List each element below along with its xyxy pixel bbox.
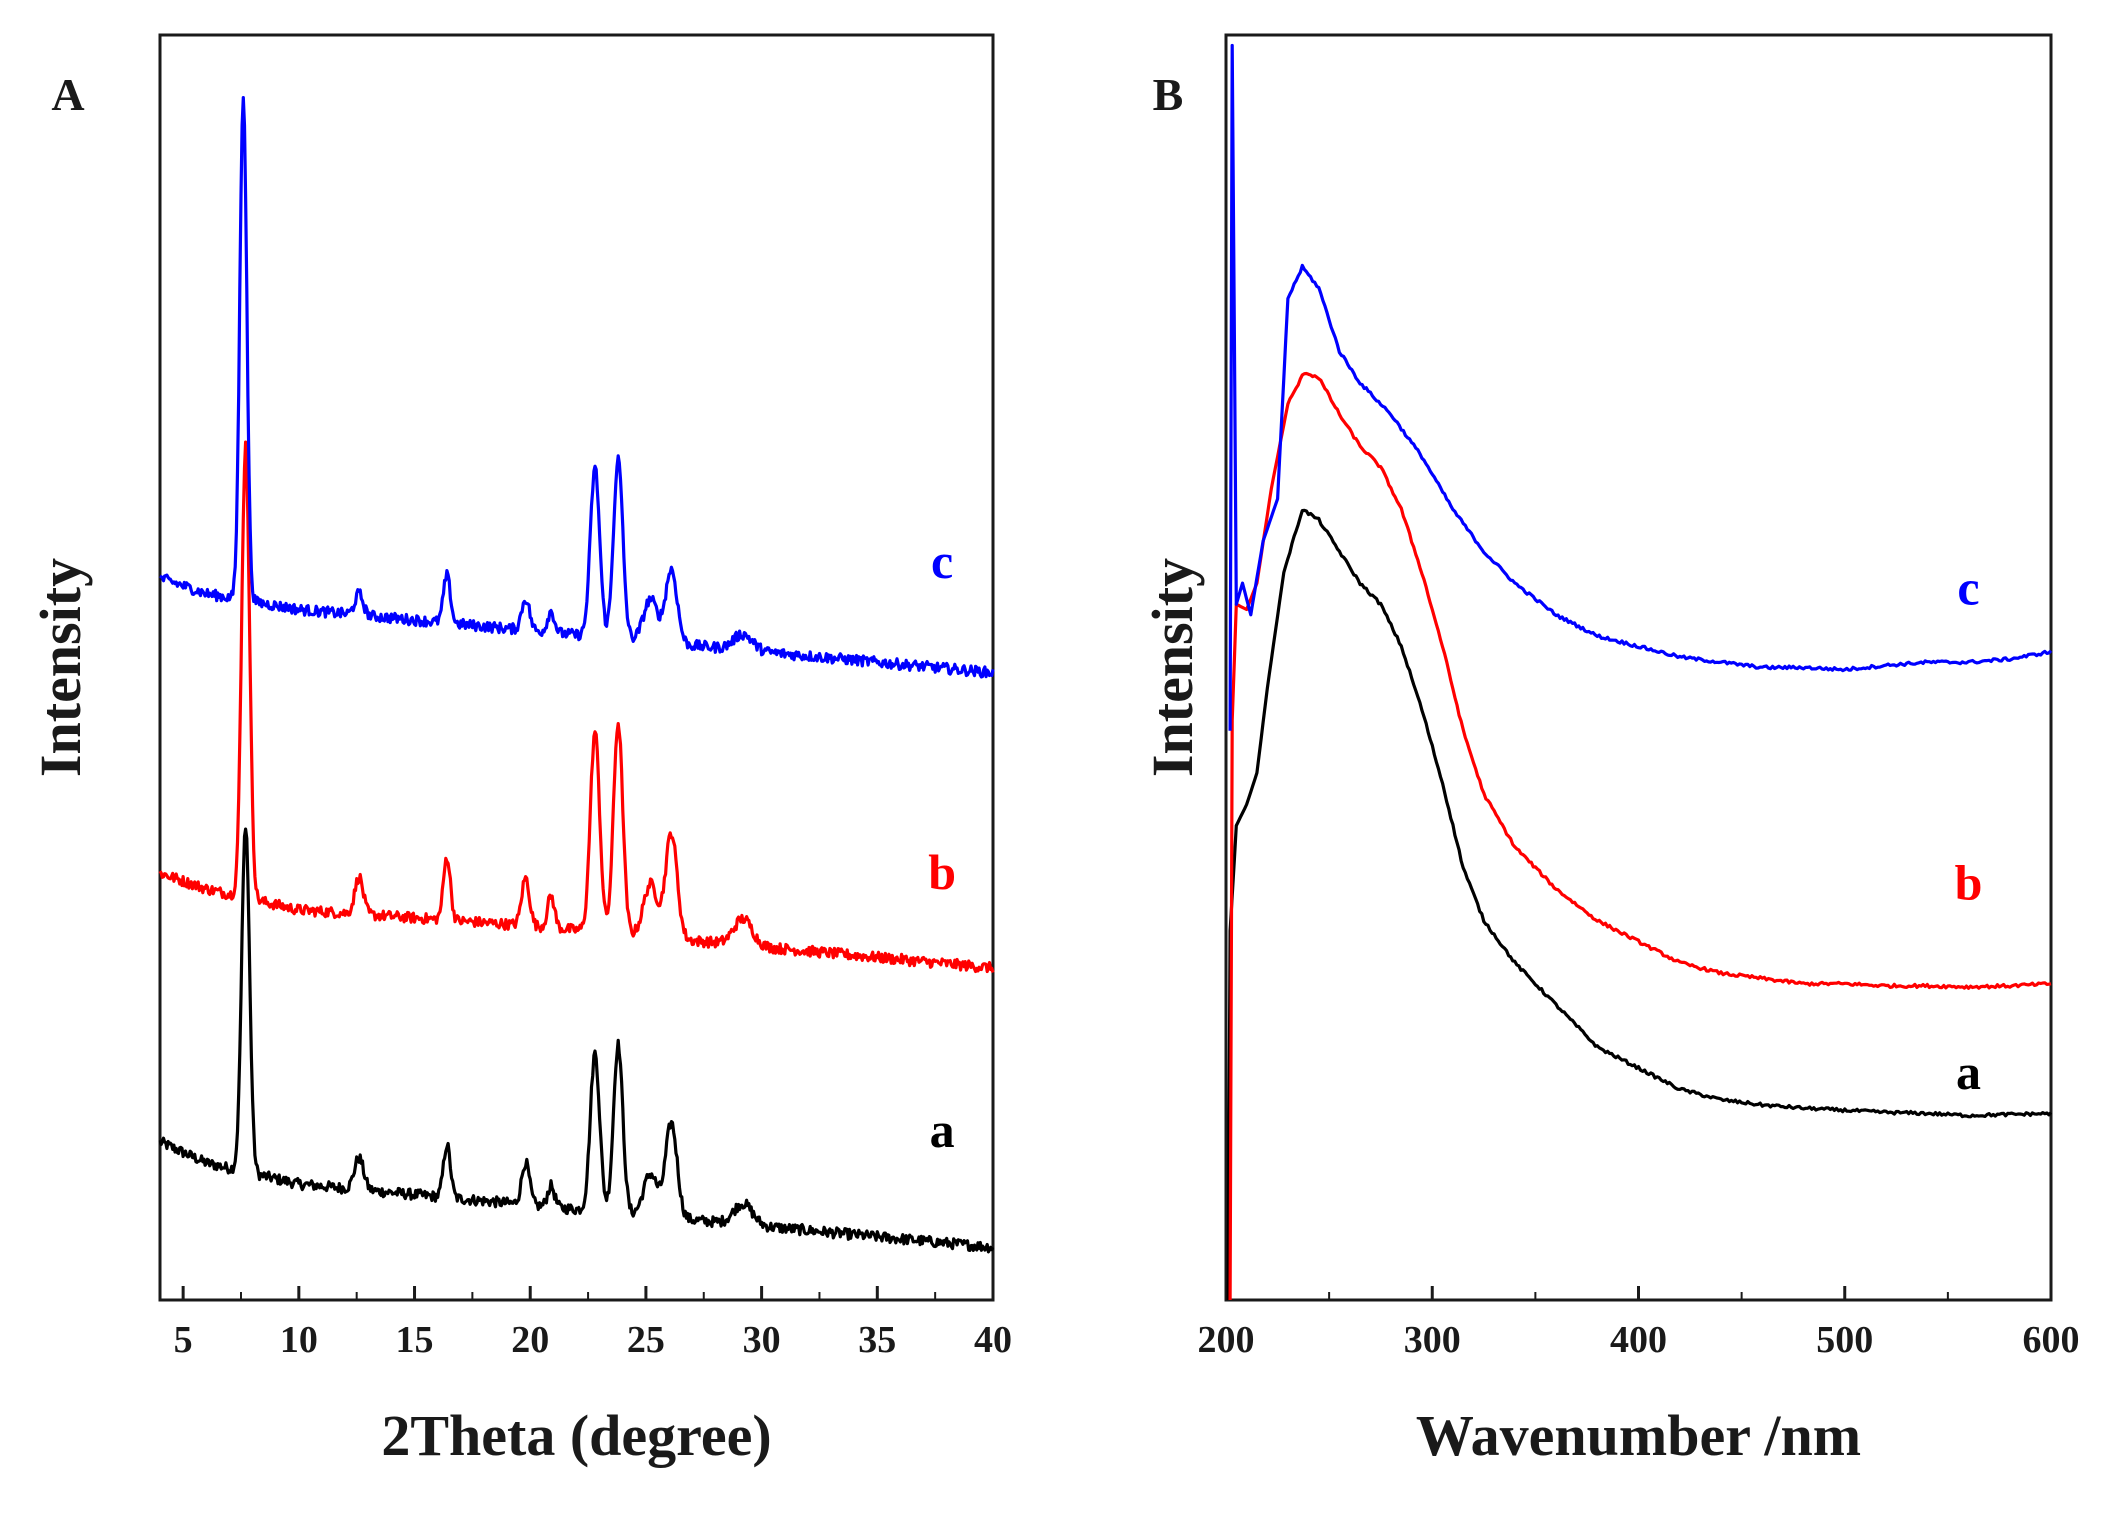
series-line-c xyxy=(1228,43,2053,731)
series-label-a: a xyxy=(1956,1044,1981,1100)
x-tick-label: 600 xyxy=(2023,1319,2080,1361)
x-tick-label: 500 xyxy=(1816,1319,1873,1361)
x-tick-label: 25 xyxy=(627,1319,665,1361)
plot-frame xyxy=(1224,33,2053,1302)
series-label-c: c xyxy=(931,533,953,589)
series-line-a xyxy=(1226,508,2053,1301)
panel-b: 200 300 400 500 600 Wavenumber /nm Intensity Ba… xyxy=(1140,33,2080,1468)
x-axis-label: 2Theta (degree) xyxy=(381,1403,771,1468)
x-tick-label: 20 xyxy=(511,1319,549,1361)
panel-label: B xyxy=(1153,69,1184,120)
panel-a: 5 10 15 20 25 30 35 40 2Theta (degree) Intensity A… xyxy=(28,33,1012,1468)
series-line-b xyxy=(158,440,995,974)
x-tick-label: 35 xyxy=(858,1319,896,1361)
series-label-a: a xyxy=(930,1102,955,1158)
x-tick-label: 30 xyxy=(743,1319,781,1361)
x-tick-label: 5 xyxy=(174,1319,193,1361)
panel-label: A xyxy=(51,69,84,120)
series-label-b: b xyxy=(1955,854,1983,910)
x-tick-label: 10 xyxy=(280,1319,318,1361)
y-axis-label: Intensity xyxy=(1140,558,1205,777)
series-line-c xyxy=(159,96,995,679)
x-tick-label: 400 xyxy=(1610,1319,1667,1361)
x-tick-label: 15 xyxy=(396,1319,434,1361)
x-tick-label: 40 xyxy=(974,1319,1012,1361)
y-axis-label: Intensity xyxy=(28,558,93,777)
x-tick-label: 300 xyxy=(1404,1319,1461,1361)
x-tick-label: 200 xyxy=(1198,1319,1255,1361)
series-line-b xyxy=(1228,371,2052,1301)
series-line-a xyxy=(158,827,995,1254)
plot-frame xyxy=(158,33,995,1302)
series-label-c: c xyxy=(1957,559,1979,615)
x-axis-label: Wavenumber /nm xyxy=(1416,1403,1861,1468)
series-label-b: b xyxy=(928,844,956,900)
